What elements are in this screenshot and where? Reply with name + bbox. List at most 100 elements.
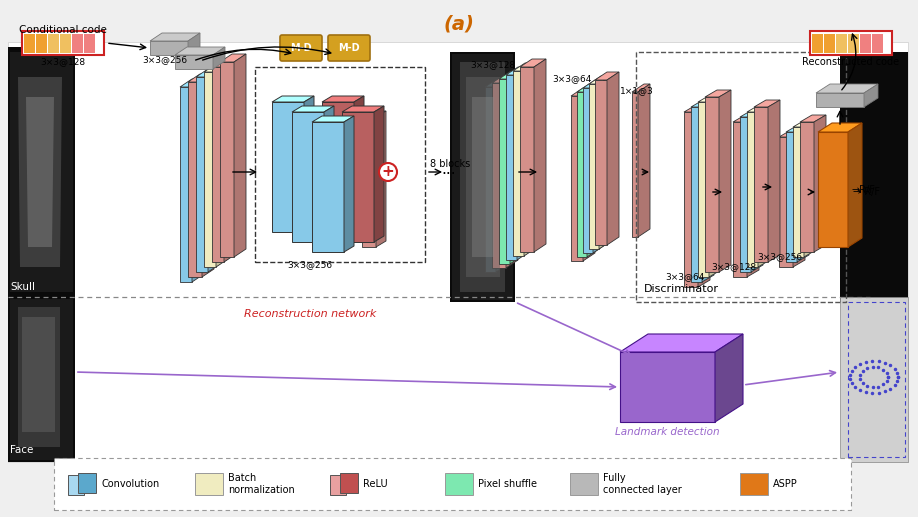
Polygon shape <box>571 96 583 261</box>
FancyBboxPatch shape <box>8 42 908 462</box>
Polygon shape <box>22 317 55 432</box>
Polygon shape <box>496 79 508 272</box>
Bar <box>48 34 59 53</box>
Polygon shape <box>800 115 826 122</box>
Polygon shape <box>292 106 334 112</box>
Polygon shape <box>8 47 75 297</box>
Polygon shape <box>577 92 587 257</box>
Polygon shape <box>684 105 710 112</box>
Polygon shape <box>202 74 214 277</box>
Text: 1×1@3: 1×1@3 <box>621 86 654 95</box>
Circle shape <box>379 163 397 181</box>
Bar <box>445 473 473 495</box>
Polygon shape <box>466 77 500 277</box>
FancyBboxPatch shape <box>280 35 322 61</box>
Polygon shape <box>510 71 522 264</box>
Text: M-D: M-D <box>338 43 360 53</box>
Polygon shape <box>196 77 208 272</box>
Polygon shape <box>354 96 364 232</box>
Polygon shape <box>577 84 599 92</box>
Polygon shape <box>534 59 546 252</box>
Polygon shape <box>506 75 518 268</box>
Polygon shape <box>524 63 536 256</box>
Polygon shape <box>304 96 314 232</box>
Polygon shape <box>10 52 73 292</box>
Polygon shape <box>362 111 386 117</box>
Polygon shape <box>754 107 768 262</box>
Polygon shape <box>733 122 747 277</box>
Polygon shape <box>499 71 522 79</box>
Polygon shape <box>793 127 804 257</box>
Polygon shape <box>192 79 204 282</box>
Polygon shape <box>607 72 619 245</box>
Polygon shape <box>583 88 595 261</box>
Polygon shape <box>485 79 508 87</box>
Polygon shape <box>68 475 84 495</box>
Text: Discriminator: Discriminator <box>644 284 719 294</box>
FancyBboxPatch shape <box>328 35 370 61</box>
Polygon shape <box>220 62 234 257</box>
Text: Pixel shuffle: Pixel shuffle <box>478 479 537 489</box>
Polygon shape <box>864 84 878 107</box>
Text: Conditional code: Conditional code <box>19 25 106 35</box>
Polygon shape <box>793 130 805 267</box>
Bar <box>570 473 598 495</box>
Polygon shape <box>175 55 213 69</box>
Polygon shape <box>705 90 731 97</box>
Polygon shape <box>632 84 650 92</box>
Text: Fully
connected layer: Fully connected layer <box>603 473 682 495</box>
Polygon shape <box>571 88 595 96</box>
Bar <box>195 473 223 495</box>
Polygon shape <box>702 100 714 282</box>
Polygon shape <box>620 334 743 352</box>
Polygon shape <box>740 110 763 117</box>
FancyBboxPatch shape <box>810 31 892 55</box>
Polygon shape <box>10 299 73 460</box>
Bar <box>60 34 71 53</box>
Polygon shape <box>344 116 354 252</box>
Polygon shape <box>709 95 721 277</box>
Polygon shape <box>816 93 864 107</box>
Polygon shape <box>450 52 515 302</box>
Text: 3×3@64: 3×3@64 <box>666 272 705 281</box>
Polygon shape <box>220 54 246 62</box>
Polygon shape <box>312 122 344 252</box>
Polygon shape <box>180 79 204 87</box>
Polygon shape <box>485 87 496 272</box>
Polygon shape <box>583 88 593 253</box>
Polygon shape <box>180 87 192 282</box>
Polygon shape <box>216 64 228 267</box>
Polygon shape <box>620 352 715 422</box>
Polygon shape <box>513 63 536 71</box>
Text: 3×3@256: 3×3@256 <box>757 252 802 261</box>
Polygon shape <box>797 125 809 262</box>
Polygon shape <box>330 475 346 495</box>
Polygon shape <box>312 116 354 122</box>
Polygon shape <box>848 123 862 247</box>
Bar <box>740 473 768 495</box>
Polygon shape <box>492 75 518 83</box>
Text: Landmark detection: Landmark detection <box>615 427 720 437</box>
Polygon shape <box>800 122 814 252</box>
Text: ASPP: ASPP <box>773 479 798 489</box>
Bar <box>84 34 95 53</box>
Text: 8 blocks: 8 blocks <box>430 159 470 169</box>
Polygon shape <box>705 97 719 272</box>
Text: Reconstruction network: Reconstruction network <box>244 309 376 319</box>
Polygon shape <box>224 59 236 262</box>
Polygon shape <box>751 110 763 272</box>
Text: Convolution: Convolution <box>101 479 159 489</box>
Polygon shape <box>188 74 214 82</box>
Polygon shape <box>212 67 224 262</box>
Polygon shape <box>779 137 793 267</box>
Text: Skull: Skull <box>10 282 35 292</box>
Bar <box>848 34 859 53</box>
Polygon shape <box>747 112 758 267</box>
Text: Reconstructed code: Reconstructed code <box>802 57 900 67</box>
Polygon shape <box>26 97 54 247</box>
Polygon shape <box>272 96 314 102</box>
Polygon shape <box>768 100 780 262</box>
Polygon shape <box>595 72 619 80</box>
Polygon shape <box>213 47 225 69</box>
Polygon shape <box>754 100 780 107</box>
